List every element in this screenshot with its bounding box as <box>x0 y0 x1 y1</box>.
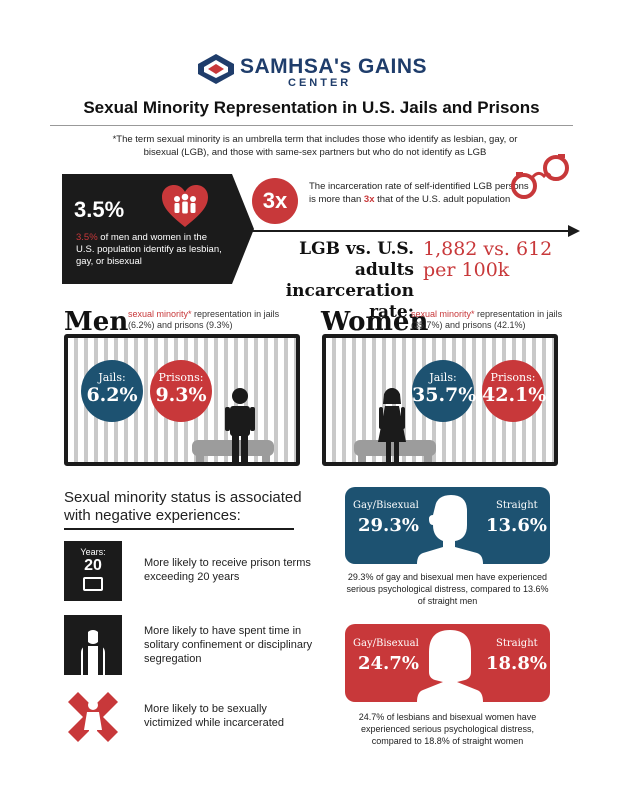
women-jails-circle: Jails: 35.7% <box>412 360 477 422</box>
women-gay-label: Gay/Bisexual <box>353 638 419 649</box>
women-title: Women <box>321 307 429 337</box>
women-note: sexual minority* representation in jails… <box>411 309 566 331</box>
victim-x-icon <box>68 692 118 742</box>
man-head-icon <box>417 495 483 564</box>
man-on-bench-icon <box>192 388 274 462</box>
rate-label-line1: LGB vs. U.S. adults <box>299 239 414 280</box>
title-divider <box>50 125 573 126</box>
negative-divider <box>64 528 294 530</box>
samhsa-logo-icon <box>198 54 234 84</box>
handcuffs-icon <box>511 154 569 199</box>
women-prisons-circle: Prisons: 42.1% <box>482 360 547 422</box>
population-desc-rest: of men and women in the U.S. population … <box>76 232 222 267</box>
three-x-badge: 3x <box>252 178 298 224</box>
incarceration-rate-label: LGB vs. U.S. adults incarceration rate: <box>254 239 414 323</box>
rate-value-line1: 1,882 vs. 612 <box>423 238 553 260</box>
men-panel: Jails: 6.2% Prisons: 9.3% <box>64 334 300 466</box>
distress-women-description: 24.7% of lesbians and bisexual women hav… <box>358 712 537 746</box>
men-prisons-circle: Prisons: 9.3% <box>150 360 212 422</box>
population-stat: 3.5% <box>74 197 125 222</box>
calendar-icon-label: Years: <box>80 547 106 557</box>
men-prisons-label: Prisons: <box>158 371 204 384</box>
population-description: 3.5% of men and women in the U.S. popula… <box>76 232 226 268</box>
item-text-victimized: More likely to be sexually victimized wh… <box>144 703 284 729</box>
population-highlight: 3.5% <box>76 232 98 243</box>
rate-label-line2: incarceration rate: <box>285 281 414 322</box>
incarceration-highlight: 3x <box>363 193 375 205</box>
men-gay-value: 29.3% <box>358 515 419 536</box>
men-note-rest: representation in jails (6.2%) and priso… <box>128 309 280 330</box>
incarceration-text: The incarceration rate of self-identifie… <box>309 181 529 206</box>
population-box-pointer <box>232 174 254 284</box>
women-prisons-label: Prisons: <box>490 371 536 384</box>
men-title: Men <box>64 307 129 337</box>
men-jails-value: 6.2% <box>86 384 138 406</box>
women-note-rest: representation in jails (35.7%) and pris… <box>411 309 563 330</box>
women-straight-value: 18.8% <box>486 653 547 674</box>
brand-name: SAMHSA's GAINS <box>240 55 428 78</box>
incarceration-text-b: that of the U.S. adult population <box>374 193 511 205</box>
calendar-icon: Years: 20 <box>64 541 122 601</box>
negative-experiences-title: Sexual minority status is associated wit… <box>64 489 302 524</box>
men-note: sexual minority* representation in jails… <box>128 309 298 331</box>
rate-value-line2: per 100k <box>423 259 510 281</box>
arrow-head <box>568 225 580 237</box>
men-straight-value: 13.6% <box>486 515 547 536</box>
women-straight-label: Straight <box>496 638 538 649</box>
jail-cell-icon <box>64 615 122 675</box>
item-text-long-terms: More likely to receive prison terms exce… <box>144 557 311 583</box>
women-prisons-value: 42.1% <box>482 384 547 406</box>
brand-sub: CENTER <box>288 77 352 89</box>
arrow-line <box>240 230 570 232</box>
calendar-icon-value: 20 <box>84 557 102 574</box>
distress-men-description: 29.3% of gay and bisexual men have exper… <box>346 572 549 606</box>
women-panel: Jails: 35.7% Prisons: 42.1% <box>322 334 558 466</box>
men-straight-label: Straight <box>496 500 538 511</box>
women-gay-value: 24.7% <box>358 653 419 674</box>
woman-on-bench-icon <box>354 388 436 462</box>
incarceration-rate-value: 1,882 vs. 612 per 100k <box>423 239 552 281</box>
women-jails-value: 35.7% <box>412 384 477 406</box>
men-jails-circle: Jails: 6.2% <box>81 360 143 422</box>
women-note-highlight: sexual minority* <box>411 309 475 319</box>
heart-people-icon <box>162 185 208 227</box>
men-gay-label: Gay/Bisexual <box>353 500 419 511</box>
incarceration-text-a: The incarceration rate of self-identifie… <box>309 181 529 205</box>
definition-text: *The term sexual minority is an umbrella… <box>112 134 518 158</box>
page-title: Sexual Minority Representation in U.S. J… <box>83 98 540 117</box>
woman-head-icon <box>417 630 483 702</box>
men-note-highlight: sexual minority* <box>128 309 192 319</box>
item-text-solitary: More likely to have spent time in solita… <box>144 625 313 665</box>
women-jails-label: Jails: <box>429 371 457 384</box>
men-prisons-value: 9.3% <box>155 384 207 406</box>
men-jails-label: Jails: <box>98 371 126 384</box>
